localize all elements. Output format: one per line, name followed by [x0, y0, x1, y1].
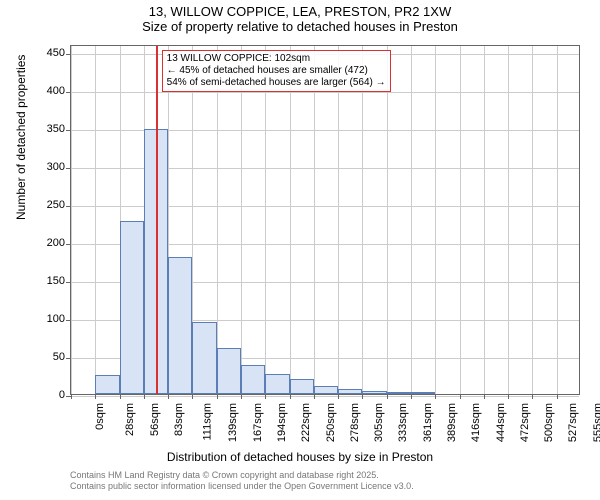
xtick-mark: [192, 394, 193, 399]
gridline-v: [217, 46, 218, 394]
xtick-label: 139sqm: [228, 403, 240, 442]
xtick-label: 83sqm: [173, 403, 185, 436]
footer-line2: Contains public sector information licen…: [70, 481, 414, 492]
histogram-bar: [314, 386, 338, 394]
gridline-v: [508, 46, 509, 394]
histogram-bar: [217, 348, 241, 394]
xtick-mark: [168, 394, 169, 399]
y-axis-label: Number of detached properties: [14, 55, 28, 220]
gridline-h: [71, 396, 579, 397]
ytick-label: 0: [25, 389, 65, 401]
ytick-label: 200: [25, 237, 65, 249]
gridline-v: [338, 46, 339, 394]
xtick-label: 222sqm: [300, 403, 312, 442]
ytick-label: 250: [25, 199, 65, 211]
xtick-label: 194sqm: [276, 403, 288, 442]
histogram-bar: [95, 375, 119, 394]
gridline-v: [241, 46, 242, 394]
chart-title: 13, WILLOW COPPICE, LEA, PRESTON, PR2 1X…: [0, 4, 600, 34]
xtick-mark: [95, 394, 96, 399]
xtick-label: 444sqm: [495, 403, 507, 442]
gridline-v: [290, 46, 291, 394]
xtick-mark: [484, 394, 485, 399]
xtick-mark: [460, 394, 461, 399]
gridline-v: [557, 46, 558, 394]
histogram-bar: [241, 365, 265, 394]
gridline-v: [265, 46, 266, 394]
xtick-label: 28sqm: [124, 403, 136, 436]
ytick-label: 50: [25, 351, 65, 363]
xtick-mark: [411, 394, 412, 399]
gridline-v: [95, 46, 96, 394]
title-line1: 13, WILLOW COPPICE, LEA, PRESTON, PR2 1X…: [0, 4, 600, 19]
histogram-bar: [362, 391, 386, 394]
ytick-label: 150: [25, 275, 65, 287]
callout-line3: 54% of semi-detached houses are larger (…: [167, 77, 386, 89]
xtick-label: 56sqm: [149, 403, 161, 436]
xtick-label: 361sqm: [422, 403, 434, 442]
title-line2: Size of property relative to detached ho…: [0, 19, 600, 34]
ytick-label: 350: [25, 123, 65, 135]
callout-line2: ← 45% of detached houses are smaller (47…: [167, 65, 386, 77]
xtick-mark: [144, 394, 145, 399]
xtick-mark: [217, 394, 218, 399]
xtick-label: 111sqm: [202, 403, 214, 441]
xtick-mark: [290, 394, 291, 399]
histogram-bar: [120, 221, 144, 394]
footer-line1: Contains HM Land Registry data © Crown c…: [70, 470, 414, 481]
histogram-bar: [387, 392, 411, 394]
xtick-label: 500sqm: [543, 403, 555, 442]
histogram-bar: [192, 322, 216, 394]
xtick-mark: [265, 394, 266, 399]
gridline-v: [435, 46, 436, 394]
histogram-bar: [338, 389, 362, 394]
property-marker-line: [156, 46, 158, 394]
footer-attribution: Contains HM Land Registry data © Crown c…: [70, 470, 414, 492]
xtick-mark: [557, 394, 558, 399]
xtick-label: 527sqm: [568, 403, 580, 442]
xtick-label: 472sqm: [519, 403, 531, 442]
xtick-mark: [532, 394, 533, 399]
gridline-v: [362, 46, 363, 394]
xtick-mark: [435, 394, 436, 399]
xtick-label: 555sqm: [592, 403, 600, 442]
xtick-mark: [387, 394, 388, 399]
xtick-label: 389sqm: [446, 403, 458, 442]
xtick-label: 0sqm: [94, 403, 106, 430]
x-axis-label: Distribution of detached houses by size …: [0, 450, 600, 464]
xtick-label: 250sqm: [325, 403, 337, 442]
histogram-bar: [290, 379, 314, 394]
xtick-label: 278sqm: [349, 403, 361, 442]
ytick-label: 100: [25, 313, 65, 325]
gridline-v: [484, 46, 485, 394]
xtick-mark: [508, 394, 509, 399]
xtick-label: 416sqm: [470, 403, 482, 442]
xtick-label: 333sqm: [398, 403, 410, 442]
histogram-bar: [265, 374, 289, 394]
gridline-v: [460, 46, 461, 394]
xtick-mark: [314, 394, 315, 399]
gridline-v: [314, 46, 315, 394]
xtick-mark: [241, 394, 242, 399]
xtick-mark: [362, 394, 363, 399]
histogram-bar: [168, 257, 192, 394]
histogram-bar: [411, 392, 435, 394]
gridline-v: [387, 46, 388, 394]
xtick-label: 167sqm: [252, 403, 264, 442]
xtick-label: 305sqm: [373, 403, 385, 442]
xtick-mark: [120, 394, 121, 399]
gridline-v: [71, 46, 72, 394]
gridline-v: [532, 46, 533, 394]
property-callout: 13 WILLOW COPPICE: 102sqm← 45% of detach…: [162, 50, 391, 92]
plot-area: 13 WILLOW COPPICE: 102sqm← 45% of detach…: [70, 45, 580, 395]
ytick-label: 400: [25, 85, 65, 97]
xtick-mark: [71, 394, 72, 399]
ytick-label: 300: [25, 161, 65, 173]
callout-line1: 13 WILLOW COPPICE: 102sqm: [167, 53, 386, 65]
ytick-label: 450: [25, 47, 65, 59]
gridline-v: [411, 46, 412, 394]
xtick-mark: [338, 394, 339, 399]
